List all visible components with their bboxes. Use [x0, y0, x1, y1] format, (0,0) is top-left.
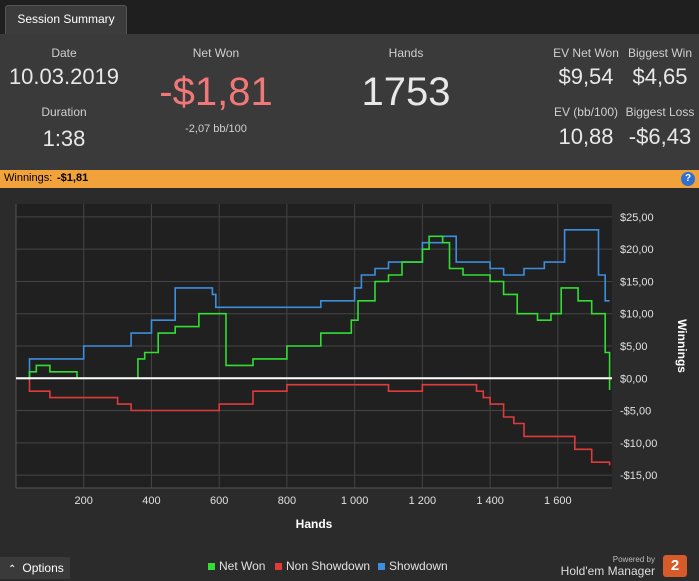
y-tick-label: $0,00 [620, 373, 648, 385]
ev-net-won-value: $9,54 [558, 64, 614, 89]
y-tick-label: $10,00 [620, 309, 654, 321]
non-showdown-series-line [16, 377, 611, 466]
legend-showdown: Showdown [378, 559, 448, 573]
biggest-loss-label: Biggest Loss [625, 105, 695, 119]
y-tick-label: -$10,00 [620, 438, 657, 450]
net-won-series-line [16, 235, 611, 390]
session-summary-panel: Date 10.03.2019 Duration 1:38 Net Won -$… [0, 34, 699, 170]
net-won-bb100: -2,07 bb/100 [185, 123, 247, 135]
showdown-series-line [16, 229, 610, 380]
y-tick-label: $25,00 [620, 212, 654, 224]
legend-net-won-swatch [208, 563, 215, 571]
tab-session-summary[interactable]: Session Summary [5, 5, 127, 34]
legend-non-showdown-swatch [275, 563, 282, 571]
net-won-value: -$1,81 [159, 70, 273, 114]
x-tick-label: 1 000 [341, 495, 369, 507]
date-label: Date [51, 46, 77, 60]
y-tick-label: $5,00 [620, 341, 648, 353]
winnings-strip: Winnings: -$1,81 ? [0, 170, 699, 188]
y-tick-label: -$5,00 [620, 406, 651, 418]
y-tick-label: $15,00 [620, 276, 654, 288]
y-tick-label: -$15,00 [620, 470, 657, 482]
legend-showdown-swatch [378, 563, 385, 571]
duration-value: 1:38 [42, 126, 86, 151]
x-tick-label: 1 600 [544, 495, 572, 507]
winnings-value: -$1,81 [57, 172, 89, 184]
help-icon[interactable]: ? [681, 172, 695, 186]
brand-name: Hold'em Manager [560, 564, 655, 578]
x-tick-label: 600 [210, 495, 228, 507]
winnings-chart: 200 400 600 800 1 000 1 200 1 400 1 600 $25,00 $2… [0, 188, 699, 555]
hands-label: Hands [388, 46, 424, 60]
biggest-win-value: $4,65 [632, 64, 688, 89]
date-value: 10.03.2019 [8, 64, 120, 89]
legend-showdown-label: Showdown [389, 559, 448, 573]
tab-bar: Session Summary [0, 0, 699, 34]
options-button[interactable]: ⌃ Options [0, 557, 70, 579]
biggest-win-label: Biggest Win [627, 46, 693, 60]
footer-bar: ⌃ Options Net Won Non Showdown Showdown P… [0, 555, 699, 579]
ev-net-won-label: EV Net Won [553, 46, 619, 60]
winnings-label: Winnings: [4, 172, 53, 184]
legend-non-showdown-label: Non Showdown [286, 559, 371, 573]
ev-bb100-label: EV (bb/100) [553, 105, 619, 119]
powered-by-label: Powered by [612, 555, 655, 564]
x-tick-label: 400 [142, 495, 160, 507]
x-axis-title: Hands [296, 517, 333, 531]
options-label: Options [22, 561, 64, 575]
x-tick-label: 200 [75, 495, 93, 507]
ev-bb100-value: 10,88 [558, 124, 614, 149]
hands-value: 1753 [361, 70, 451, 114]
y-tick-label: $20,00 [620, 244, 654, 256]
duration-label: Duration [41, 105, 87, 119]
y-axis-title: Winnings [675, 319, 689, 373]
legend-non-showdown: Non Showdown [275, 559, 370, 573]
brand-block: Powered by Hold'em Manager [561, 555, 655, 578]
x-tick-label: 800 [278, 495, 296, 507]
biggest-loss-value: -$6,43 [628, 124, 692, 149]
legend-net-won-label: Net Won [219, 559, 266, 573]
legend-net-won: Net Won [208, 559, 265, 573]
hem-logo-icon: 2 [663, 555, 687, 577]
net-won-label: Net Won [192, 46, 240, 60]
x-tick-label: 1 200 [409, 495, 437, 507]
x-tick-label: 1 400 [476, 495, 504, 507]
winnings-chart-svg: 200 400 600 800 1 000 1 200 1 400 1 600 $25,00 $2… [15, 204, 689, 531]
chevron-up-icon: ⌃ [8, 564, 17, 575]
